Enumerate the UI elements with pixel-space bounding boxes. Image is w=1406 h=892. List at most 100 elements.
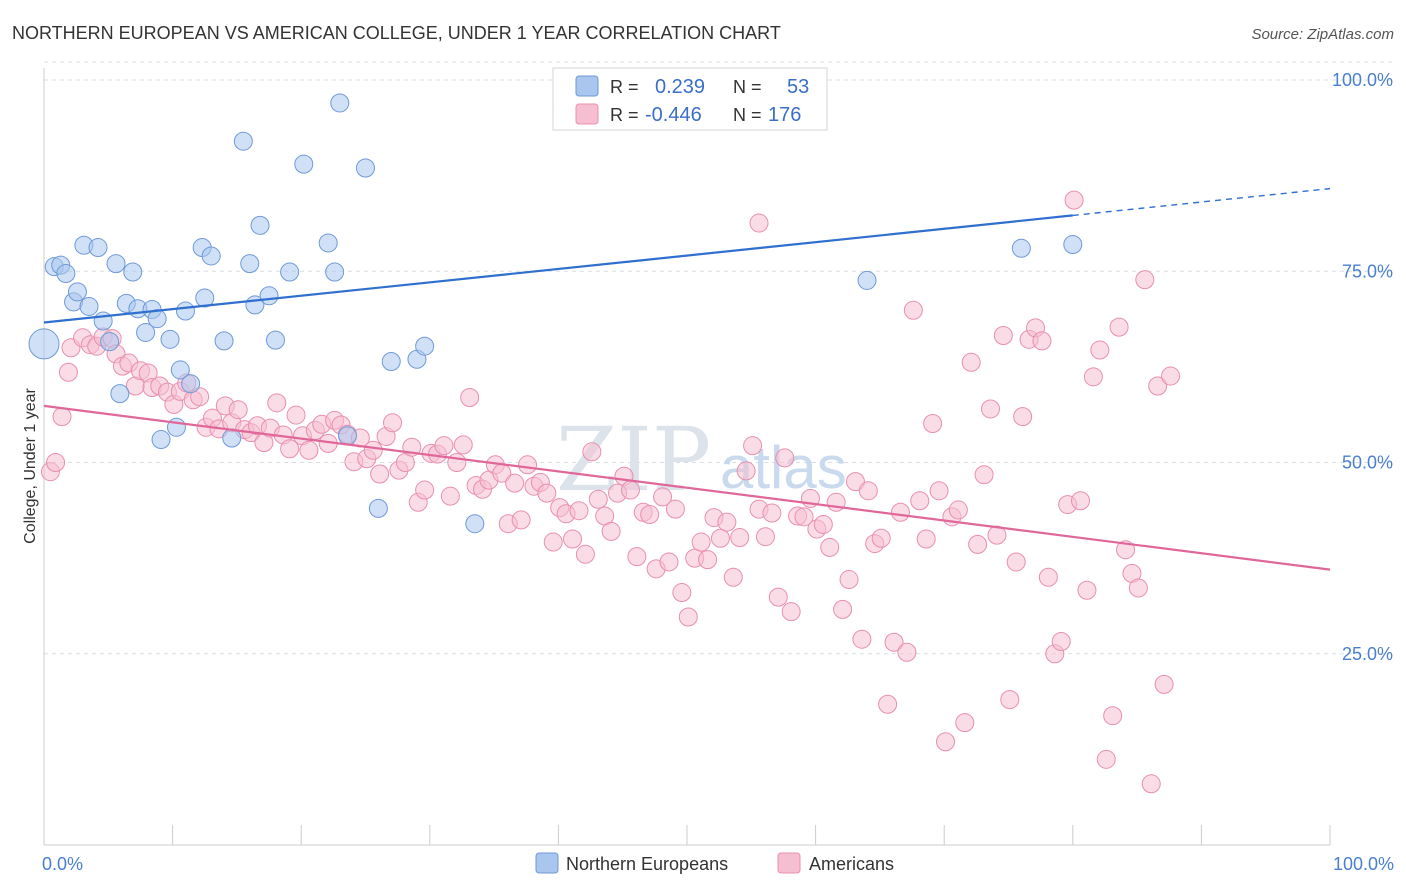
legend-n-value-1: 53: [787, 76, 809, 98]
legend-r-value-1: 0.239: [655, 76, 705, 98]
americans-point-2: [52, 407, 72, 427]
northern-europeans-point-8: [88, 238, 108, 258]
americans-point-131: [884, 632, 904, 652]
northern-europeans-point-22: [170, 360, 190, 380]
americans-point-125: [845, 472, 865, 492]
y-tick-label-3: 100.0%: [1332, 70, 1393, 90]
americans-point-159: [1064, 190, 1084, 210]
americans-point-40: [299, 440, 319, 460]
northern-europeans-point-3: [56, 264, 76, 284]
americans-point-77: [537, 483, 557, 503]
americans-point-109: [743, 436, 763, 456]
americans-point-1: [46, 453, 66, 472]
legend-swatch-blue: [575, 75, 599, 97]
americans-point-132: [890, 502, 910, 522]
americans-point-29: [228, 400, 248, 420]
y-tick-labels: 25.0% 50.0% 75.0% 100.0%: [1332, 70, 1393, 664]
northern-europeans-point-47: [465, 514, 485, 534]
northern-europeans-point-24: [181, 374, 201, 394]
americans-point-91: [627, 547, 647, 567]
americans-point-161: [1077, 580, 1097, 600]
americans-point-64: [453, 435, 473, 455]
americans-point-169: [1128, 578, 1148, 598]
americans-point-135: [910, 491, 930, 511]
northern-europeans-point-23: [175, 301, 195, 321]
americans-point-53: [383, 413, 403, 433]
americans-point-108: [736, 461, 756, 481]
americans-point-62: [440, 486, 460, 506]
americans-point-136: [916, 529, 936, 549]
americans-point-127: [858, 481, 878, 501]
americans-point-120: [813, 514, 833, 534]
legend-r-label-1: R =: [610, 77, 639, 97]
northern-europeans-point-46: [415, 336, 435, 356]
americans-point-107: [730, 527, 750, 547]
americans-point-173: [1154, 674, 1174, 694]
americans-point-137: [923, 413, 943, 433]
northern-europeans-point-10: [100, 332, 120, 352]
americans-point-174: [1161, 366, 1181, 386]
americans-point-130: [878, 694, 898, 714]
americans-point-172: [1148, 376, 1168, 396]
northern-europeans-point-7: [79, 296, 99, 316]
americans-point-146: [980, 399, 1000, 419]
northern-europeans-point-34: [259, 286, 279, 306]
chart-source: Source: ZipAtlas.com: [1251, 26, 1394, 43]
americans-point-145: [974, 465, 994, 485]
americans-points: [40, 190, 1181, 794]
americans-point-95: [653, 487, 673, 507]
legend-r-value-2: -0.446: [645, 104, 702, 126]
americans-point-162: [1083, 367, 1103, 387]
bottom-legend-label-northern-europeans: Northern Europeans: [566, 854, 728, 874]
americans-point-170: [1135, 270, 1155, 290]
northern-europeans-point-39: [325, 262, 345, 282]
americans-point-139: [935, 732, 955, 752]
americans-point-51: [370, 464, 390, 484]
americans-point-73: [511, 510, 531, 530]
americans-point-63: [447, 453, 467, 472]
bottom-legend: Northern Europeans Americans: [535, 852, 894, 874]
northern-europeans-point-5: [67, 282, 87, 302]
northern-europeans-point-33: [250, 215, 270, 235]
legend-n-label-1: N =: [733, 77, 762, 97]
americans-point-163: [1090, 340, 1110, 360]
northern-europeans-trend-extension: [1072, 187, 1331, 217]
americans-point-166: [1109, 317, 1129, 337]
americans-point-134: [903, 300, 923, 320]
americans-point-104: [710, 528, 730, 548]
americans-point-50: [363, 440, 383, 460]
y-axis-label: College, Under 1 year: [22, 388, 39, 544]
northern-europeans-point-40: [330, 93, 350, 113]
americans-point-155: [1038, 567, 1058, 587]
northern-europeans-point-19: [151, 430, 171, 450]
northern-europeans-points: [28, 72, 1083, 534]
americans-point-85: [588, 489, 608, 509]
northern-europeans-point-26: [195, 288, 215, 308]
americans-point-133: [897, 642, 917, 662]
americans-point-81: [563, 529, 583, 549]
y-tick-label-2: 75.0%: [1342, 261, 1393, 281]
americans-point-143: [961, 352, 981, 372]
americans-point-93: [640, 505, 660, 525]
americans-point-106: [723, 567, 743, 587]
americans-point-35: [267, 393, 287, 413]
correlation-legend: R = 0.239 N = 53 R = -0.446 N = 176: [552, 67, 828, 131]
americans-point-113: [768, 587, 788, 607]
americans-point-123: [833, 599, 853, 619]
americans-point-105: [717, 512, 737, 532]
americans-trend-line: [43, 404, 1331, 571]
americans-point-101: [691, 532, 711, 552]
northern-europeans-trend-line: [43, 214, 1073, 324]
northern-europeans-point-27: [201, 246, 221, 266]
northern-europeans-point-11: [106, 254, 126, 274]
americans-point-102: [698, 550, 718, 570]
americans-point-175: [749, 213, 769, 233]
northern-europeans-point-16: [136, 322, 156, 342]
americans-point-78: [543, 532, 563, 552]
northern-europeans-point-37: [294, 154, 314, 174]
americans-point-142: [955, 713, 975, 733]
northern-europeans-point-14: [123, 262, 143, 282]
americans-point-3: [58, 362, 78, 382]
americans-point-38: [286, 405, 306, 425]
